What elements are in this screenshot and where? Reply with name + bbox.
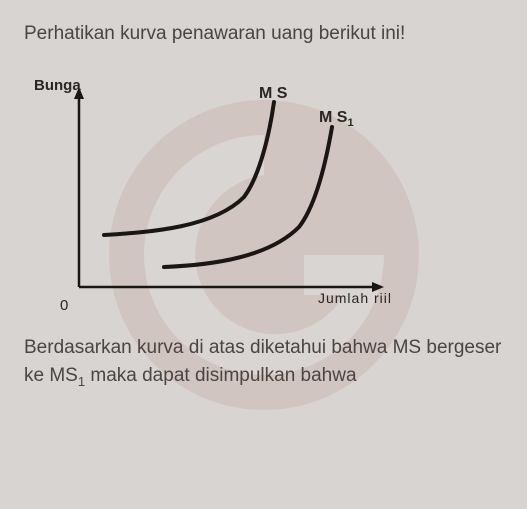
curve-ms1 [164,127,332,267]
y-axis-label: Bunga [34,77,81,94]
curve-ms-label: M S [259,85,287,103]
x-axis-label: Jumlah riil [318,290,392,306]
conclusion-text: Berdasarkan kurva di atas diketahui bahw… [24,334,503,392]
intro-text: Perhatikan kurva penawaran uang berikut … [24,20,503,49]
page-content: Perhatikan kurva penawaran uang berikut … [0,0,527,411]
money-supply-chart: Bunga M S M S1 0 Jumlah riil [34,77,404,312]
origin-label: 0 [60,297,68,314]
curve-ms1-label: M S1 [319,109,354,129]
curve-ms [104,102,274,235]
